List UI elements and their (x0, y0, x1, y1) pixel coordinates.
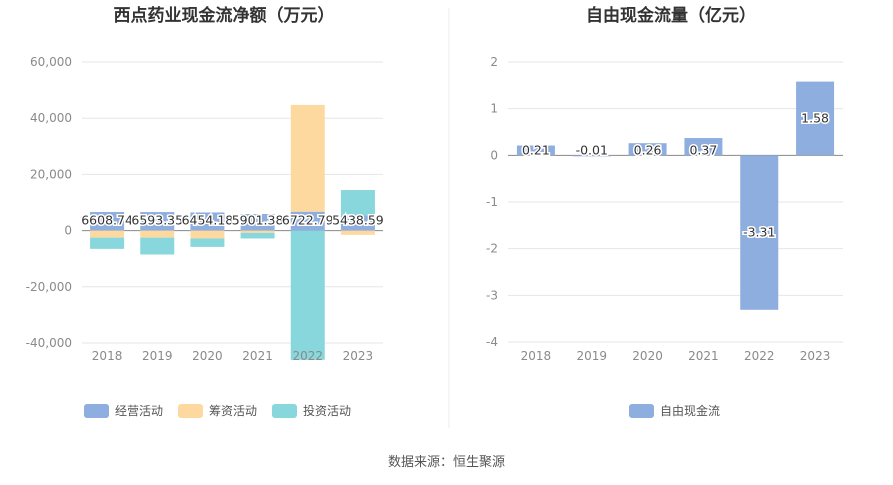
x-tick-label: 2020 (192, 349, 223, 363)
bar-经营活动-2021 (240, 214, 275, 231)
legend-label: 筹资活动 (209, 404, 257, 418)
x-tick-label: 2022 (292, 349, 323, 363)
x-tick-label: 2020 (632, 349, 663, 363)
bar-经营活动-2018 (90, 212, 125, 231)
legend-label: 经营活动 (115, 404, 163, 418)
bar-fcf-2018 (516, 145, 555, 156)
bar-fcf-2020 (628, 143, 667, 156)
y-tick-label: 60,000 (30, 55, 72, 69)
y-tick-label: -2 (486, 242, 498, 256)
bar-投资活动-2022 (290, 230, 325, 360)
cashflow-y-axis: 60,000 40,000 20,000 0 -20,000 -40,000 (26, 55, 72, 350)
fcf-y-axis: 2 1 0 -1 -2 -3 -4 (486, 55, 498, 349)
x-tick-label: 2021 (242, 349, 273, 363)
data-label: -3.31 (743, 225, 775, 240)
data-source-note: 数据来源：恒生聚源 (387, 455, 505, 470)
cashflow-data-labels: 6608.746593.356454.185901.386722.795438.… (80, 211, 386, 229)
y-tick-label: 2 (490, 55, 498, 69)
y-tick-label: 1 (490, 102, 498, 116)
bar-经营活动-2020 (190, 212, 225, 231)
y-tick-label: 0 (64, 224, 72, 238)
bar-投资活动-2019 (140, 237, 175, 255)
bar-fcf-2021 (684, 138, 723, 156)
x-tick-label: 2018 (92, 349, 123, 363)
x-tick-label: 2018 (521, 349, 552, 363)
bar-筹资活动-2018 (90, 230, 125, 238)
legend-swatch (272, 404, 297, 418)
bar-fcf-2023 (796, 81, 835, 156)
bar-投资活动-2018 (90, 237, 125, 249)
fcf-x-axis: 2018 2019 2020 2021 2022 2023 (521, 349, 831, 363)
bar-投资活动-2021 (240, 232, 275, 239)
y-tick-label: -40,000 (26, 336, 72, 350)
x-tick-label: 2023 (343, 349, 374, 363)
bar-筹资活动-2020 (190, 230, 225, 239)
fcf-data-labels: 0.21 -0.01 0.26 0.37 -3.31 1.58 (520, 109, 830, 241)
data-label: 6722.79 (282, 213, 334, 228)
y-tick-label: -3 (486, 288, 498, 302)
bar-经营活动-2019 (140, 212, 175, 231)
legend-label: 投资活动 (303, 403, 351, 418)
data-label: -0.01 (576, 142, 608, 157)
bar-筹资活动-2021 (240, 230, 275, 233)
y-tick-label: -4 (486, 335, 498, 349)
bar-筹资活动-2023 (340, 230, 375, 235)
legend-swatch (84, 404, 109, 418)
cashflow-bars (90, 104, 375, 360)
x-tick-label: 2019 (142, 349, 173, 363)
cashflow-legend: 经营活动 筹资活动 投资活动 (84, 403, 351, 418)
bar-经营活动-2022 (290, 211, 325, 231)
data-label: 0.21 (522, 142, 550, 157)
x-tick-label: 2023 (800, 349, 831, 363)
y-tick-label: -1 (486, 195, 498, 209)
cashflow-x-axis: 2018 2019 2020 2021 2022 2023 (92, 349, 373, 363)
x-tick-label: 2019 (576, 349, 607, 363)
fcf-gridlines (508, 61, 843, 343)
legend-swatch (629, 404, 654, 418)
bar-筹资活动-2022 (290, 104, 325, 212)
fcf-bars (516, 81, 835, 310)
bar-筹资活动-2019 (140, 230, 175, 238)
legend-label: 自由现金流 (660, 403, 720, 418)
y-tick-label: 0 (490, 148, 498, 162)
data-label: 0.37 (689, 142, 717, 157)
bar-投资活动-2020 (190, 238, 225, 247)
data-label: 0.26 (634, 142, 662, 157)
fcf-legend: 自由现金流 (629, 403, 720, 418)
data-label: 6454.18 (182, 213, 234, 228)
bar-投资活动-2023 (340, 190, 375, 216)
data-label: 6593.35 (131, 213, 183, 228)
y-tick-label: 40,000 (30, 111, 72, 125)
bar-经营活动-2023 (340, 215, 375, 231)
data-label: 1.58 (801, 110, 829, 125)
data-label: 5901.38 (232, 213, 284, 228)
fcf-chart-title: 自由现金流量（亿元） (586, 5, 756, 26)
cashflow-gridlines (82, 61, 383, 344)
x-tick-label: 2022 (744, 349, 775, 363)
bar-fcf-2022 (740, 155, 779, 310)
data-label: 6608.74 (81, 213, 133, 228)
data-label: 5438.59 (332, 213, 384, 228)
y-tick-label: -20,000 (26, 280, 72, 294)
y-tick-label: 20,000 (30, 167, 72, 181)
x-tick-label: 2021 (688, 349, 719, 363)
bar-fcf-2019 (572, 155, 611, 157)
cashflow-chart-title: 西点药业现金流净额（万元） (114, 5, 335, 26)
legend-swatch (178, 404, 203, 418)
